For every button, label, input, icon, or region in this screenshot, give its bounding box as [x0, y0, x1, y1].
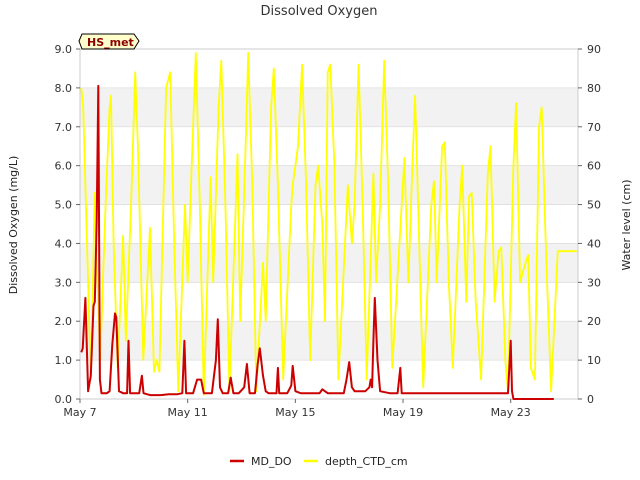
band-3 [80, 87, 578, 127]
y-tick-label-1: 1.0 [55, 354, 73, 367]
series-layer [80, 52, 577, 400]
x-tick-label-2: May 15 [275, 406, 315, 419]
legend-label-depth: depth_CTD_cm [325, 455, 408, 468]
x-tick-label-4: May 23 [491, 406, 531, 419]
y2-tick-label-5: 50 [587, 199, 601, 212]
chart-title: Dissolved Oxygen [261, 4, 378, 19]
y-tick-label-2: 2.0 [55, 315, 73, 328]
x-tick-label-0: May 7 [63, 406, 96, 419]
site-badge-label: HS_met [87, 36, 134, 49]
background-bands [80, 87, 578, 361]
y2-tick-label-9: 90 [587, 43, 601, 56]
legend-label-md-do: MD_DO [251, 455, 292, 468]
band-2 [80, 165, 578, 205]
y-axis-title: Dissolved Oxygen (mg/L) [7, 156, 20, 295]
x-tick-label-3: May 19 [383, 406, 423, 419]
y-tick-label-4: 4.0 [55, 237, 73, 250]
y-tick-label-0: 0.0 [55, 393, 73, 406]
series-line-depth-ctd-cm [80, 52, 577, 396]
y-tick-label-9: 9.0 [55, 43, 73, 56]
y-tick-label-5: 5.0 [55, 199, 73, 212]
y-tick-label-3: 3.0 [55, 276, 73, 289]
y2-tick-label-0: 0 [587, 393, 594, 406]
band-1 [80, 243, 578, 283]
series-line-md-do [80, 84, 554, 400]
plot-frame [79, 48, 579, 400]
y-tick-label-8: 8.0 [55, 82, 73, 95]
legend: MD_DO depth_CTD_cm [230, 455, 408, 468]
y2-tick-label-8: 80 [587, 82, 601, 95]
y-tick-label-6: 6.0 [55, 160, 73, 173]
x-tick-label-1: May 11 [168, 406, 208, 419]
site-badge: HS_met [78, 33, 140, 50]
y-tick-label-7: 7.0 [55, 121, 73, 134]
y2-tick-label-7: 70 [587, 121, 601, 134]
y2-tick-label-3: 30 [587, 276, 601, 289]
left-axis-ticks: 0.0 1.0 2.0 3.0 4.0 5.0 6.0 7.0 8.0 9.0 [55, 43, 80, 406]
y2-tick-label-4: 40 [587, 237, 601, 250]
band-0 [80, 321, 578, 361]
right-axis-ticks: 0 10 20 30 40 50 60 70 80 90 [578, 43, 601, 406]
y2-axis-title: Water level (cm) [620, 179, 633, 270]
y2-tick-label-2: 20 [587, 315, 601, 328]
x-axis-ticks: May 7 May 11 May 15 May 19 May 23 [63, 399, 531, 419]
y2-tick-label-1: 10 [587, 354, 601, 367]
y2-tick-label-6: 60 [587, 160, 601, 173]
site-badge-shape [78, 33, 140, 50]
